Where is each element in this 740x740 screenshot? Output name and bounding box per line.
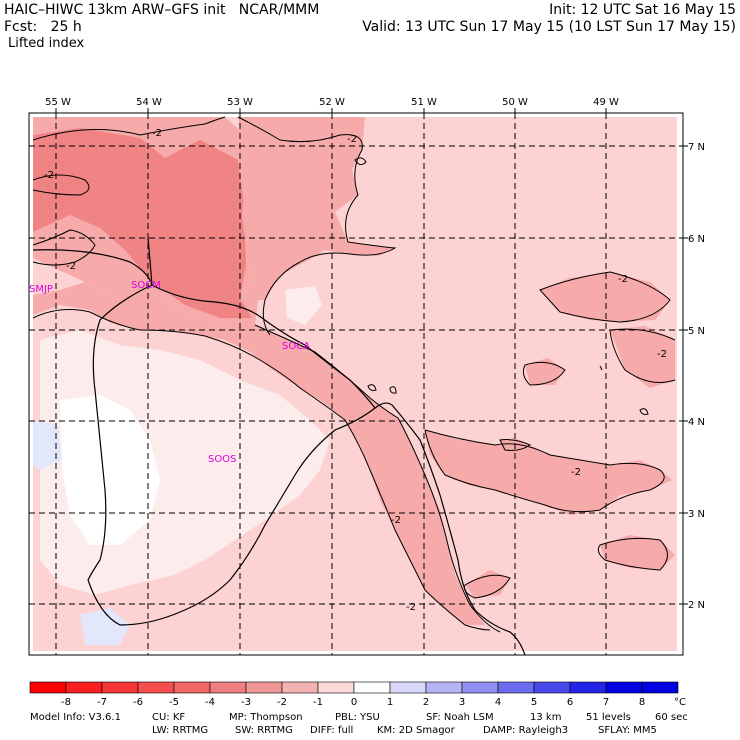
lat-label: 4 N (688, 417, 705, 428)
color-scale-swatch (605, 681, 643, 694)
lon-label: 51 W (411, 97, 437, 108)
station-soca: SOCA (282, 341, 310, 352)
color-scale-swatch (101, 681, 139, 694)
cu-info: CU: KF (152, 712, 186, 723)
scale-label: -7 (97, 697, 107, 708)
scale-label: 1 (387, 697, 393, 708)
lat-label: 3 N (688, 509, 705, 520)
station-socm: SOCM (131, 280, 161, 291)
scale-label: -5 (169, 697, 179, 708)
scale-label: 2 (423, 697, 429, 708)
color-scale-swatch (533, 681, 571, 694)
latlon-grid (29, 113, 683, 655)
color-scale-swatch (29, 681, 67, 694)
lat-label: 6 N (688, 234, 705, 245)
scale-label: 8 (639, 697, 645, 708)
scale-label: 4 (495, 697, 501, 708)
color-scale-swatch (245, 681, 283, 694)
frame-ticks (55, 108, 688, 605)
lat-label: 2 N (688, 600, 705, 611)
station-soos: SOOS (208, 454, 236, 465)
lat-label: 5 N (688, 326, 705, 337)
color-scale-swatch (497, 681, 535, 694)
grid-spacing: 13 km (530, 712, 562, 723)
station-smjp: SMJP (29, 284, 53, 295)
contour-lines (32, 116, 676, 633)
init-time: Init: 12 UTC Sat 16 May 15 (549, 2, 736, 18)
latitude-labels: 7 N 6 N 5 N 4 N 3 N 2 N (688, 142, 705, 611)
contour-label: -2 (152, 128, 162, 139)
longitude-labels: 55 W 54 W 53 W 52 W 51 W 50 W 49 W (45, 97, 619, 108)
lon-label: 55 W (45, 97, 71, 108)
color-scale-bar (29, 681, 679, 694)
mp-info: MP: Thompson (229, 712, 303, 723)
sf-info: SF: Noah LSM (426, 712, 494, 723)
contour-labels: -2 -2 -2 -2 -2 -2 -2 -2 -2 (44, 128, 667, 613)
color-scale-swatch (461, 681, 499, 694)
color-scale-swatch (641, 681, 679, 694)
lon-label: 49 W (593, 97, 619, 108)
color-scale-swatch (389, 681, 427, 694)
lon-label: 53 W (227, 97, 253, 108)
scale-label: 7 (603, 697, 609, 708)
color-scale-swatch (209, 681, 247, 694)
damp-info: DAMP: Rayleigh3 (483, 725, 569, 736)
scale-label: -6 (133, 697, 143, 708)
lon-label: 50 W (502, 97, 528, 108)
model-title: HAIC–HIWC 13km ARW–GFS init NCAR/MMM (4, 2, 320, 18)
contour-label: -2 (571, 467, 581, 478)
sw-info: SW: RRTMG (235, 725, 293, 736)
scale-label: 3 (459, 697, 465, 708)
contour-label: -2 (406, 602, 416, 613)
forecast-hour: Fcst: 25 h (4, 19, 82, 35)
model-info: Model Info: V3.6.1 (30, 712, 121, 723)
color-scale-swatch (569, 681, 607, 694)
map-frame (28, 112, 684, 656)
color-scale-swatch (173, 681, 211, 694)
lw-info: LW: RRTMG (152, 725, 209, 736)
diff-info: DIFF: full (310, 725, 354, 736)
levels-info: 51 levels (586, 712, 631, 723)
scale-label: -3 (241, 697, 251, 708)
scale-label: 0 (351, 697, 357, 708)
lon-label: 52 W (319, 97, 345, 108)
km-info: KM: 2D Smagor (377, 725, 455, 736)
scale-label: -2 (277, 697, 287, 708)
color-scale-swatch (65, 681, 103, 694)
scale-label: 6 (567, 697, 573, 708)
pbl-info: PBL: YSU (335, 712, 380, 723)
contour-label: -2 (618, 274, 628, 285)
station-labels: SMJP SOCM SOCA SOOS (29, 280, 310, 465)
coastline-borders (32, 237, 526, 655)
color-scale-labels: -8 -7 -6 -5 -4 -3 -2 -1 0 1 2 3 4 5 6 7 … (61, 697, 686, 708)
contour-label: -2 (66, 261, 76, 272)
shaded-regions (33, 117, 675, 645)
timestep-info: 60 sec (655, 712, 688, 723)
contour-label: -2 (44, 170, 54, 181)
contour-label: -2 (657, 349, 667, 360)
contour-label: -2 (391, 515, 401, 526)
color-scale-swatch (425, 681, 463, 694)
scale-label: -4 (205, 697, 215, 708)
field-name: Lifted index (8, 36, 85, 51)
color-scale-swatch (353, 681, 391, 694)
lat-label: 7 N (688, 142, 705, 153)
color-scale-swatch (317, 681, 355, 694)
scale-label: 5 (531, 697, 537, 708)
scale-unit: °C (674, 697, 686, 708)
scale-label: -8 (61, 697, 71, 708)
color-scale-swatch (281, 681, 319, 694)
valid-time: Valid: 13 UTC Sun 17 May 15 (10 LST Sun … (362, 19, 736, 35)
lon-label: 54 W (136, 97, 162, 108)
color-scale-swatch (137, 681, 175, 694)
scale-label: -1 (313, 697, 323, 708)
sflay-info: SFLAY: MM5 (598, 725, 657, 736)
contour-label: -2 (347, 134, 357, 145)
